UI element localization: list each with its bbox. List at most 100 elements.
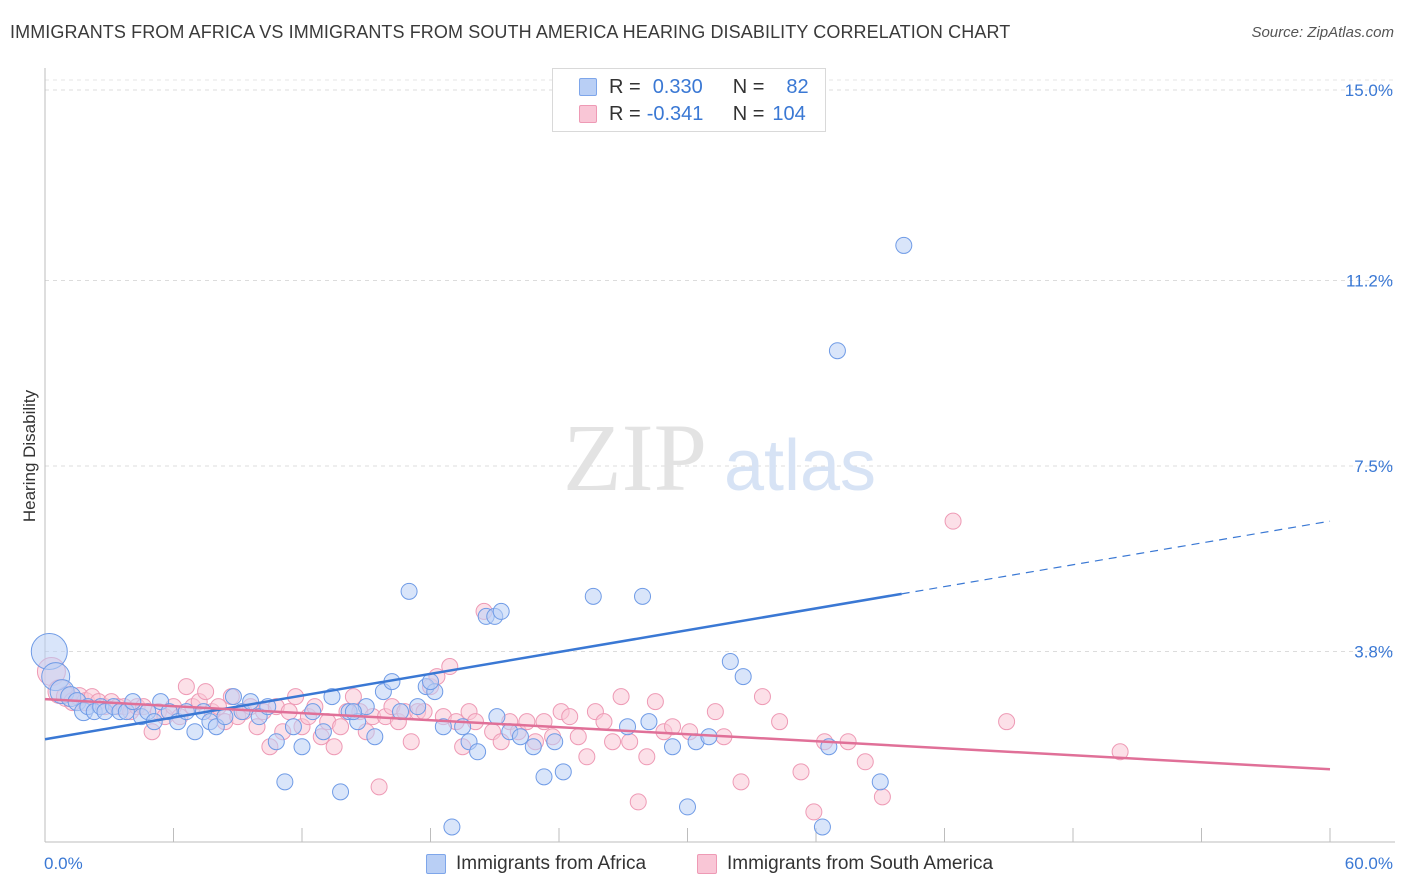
- south-america-point-78: [578, 748, 596, 766]
- south-america-point-103: [1111, 743, 1129, 761]
- legend-r-label: R =: [609, 102, 641, 125]
- south-america-point-82: [612, 688, 630, 706]
- bottom-legend-swatch-africa: [426, 854, 446, 874]
- africa-point-47: [409, 698, 427, 716]
- south-america-point-23: [197, 683, 215, 701]
- south-america-point-71: [518, 713, 536, 731]
- africa-point-38: [332, 783, 350, 801]
- y-tick-label-1: 7.5%: [1354, 457, 1393, 476]
- south-america-point-96: [805, 803, 823, 821]
- south-america-point-94: [771, 713, 789, 731]
- trend-lines: [44, 520, 1331, 771]
- africa-point-66: [634, 587, 652, 605]
- africa-point-63: [554, 763, 572, 781]
- africa-point-26: [224, 688, 242, 706]
- africa-point-78: [895, 236, 913, 254]
- south-america-point-88: [664, 718, 682, 736]
- south-america-point-76: [561, 708, 579, 726]
- south-america-point-43: [325, 738, 343, 756]
- africa-point-62: [546, 733, 564, 751]
- legend-r-value-africa: 0.330: [652, 75, 703, 98]
- y-tick-label-2: 11.2%: [1346, 272, 1393, 291]
- africa-point-51: [443, 818, 461, 836]
- south-america-point-99: [856, 753, 874, 771]
- africa-point-13: [124, 693, 142, 711]
- bottom-legend-label-africa: Immigrants from Africa: [456, 853, 647, 874]
- legend-r-label: R =: [609, 75, 641, 98]
- south-america-point-83: [621, 733, 639, 751]
- y-tick-label-3: 15.0%: [1345, 81, 1393, 100]
- legend-swatch-south-america: [579, 105, 597, 123]
- x-tick-label-min: 0.0%: [44, 854, 83, 873]
- africa-point-61: [535, 768, 553, 786]
- bottom-legend-swatch-south-america: [697, 854, 717, 874]
- legend-swatch-africa: [579, 78, 597, 96]
- africa-point-60: [524, 738, 542, 756]
- trend-line-south-america: [44, 697, 1331, 771]
- south-america-point-55: [402, 733, 420, 751]
- south-america-point-50: [370, 778, 388, 796]
- africa-point-59: [511, 728, 529, 746]
- africa-point-32: [276, 773, 294, 791]
- africa-point-69: [679, 798, 696, 816]
- south-america-point-85: [638, 748, 656, 766]
- source-credit: Source: ZipAtlas.com: [1251, 24, 1394, 41]
- africa-point-25: [216, 708, 234, 726]
- south-america-point-102: [998, 713, 1016, 731]
- watermark-atlas: atlas: [724, 426, 876, 506]
- africa-point-72: [721, 653, 739, 671]
- watermark: ZIP atlas: [563, 404, 876, 511]
- africa-point-21: [186, 723, 204, 741]
- africa-point-34: [293, 738, 311, 756]
- south-america-point-101: [944, 512, 962, 530]
- series-south-america-points: [36, 512, 1129, 821]
- africa-point-68: [664, 738, 682, 756]
- correlation-legend: R = 0.330 N = 82 R = -0.341 N = 104: [552, 68, 826, 132]
- africa-point-37: [323, 688, 341, 706]
- south-america-point-81: [604, 733, 622, 751]
- legend-n-label: N =: [732, 75, 765, 98]
- africa-point-74: [813, 818, 831, 836]
- trend-line-africa: [44, 592, 902, 741]
- south-america-point-44: [332, 718, 350, 736]
- south-america-point-95: [792, 763, 810, 781]
- bottom-legend-label-south-america: Immigrants from South America: [727, 853, 994, 874]
- south-america-point-100: [873, 788, 891, 806]
- legend-n-value-africa: 82: [786, 75, 809, 98]
- axes: [44, 68, 1395, 843]
- africa-point-54: [469, 743, 487, 761]
- africa-point-67: [640, 713, 658, 731]
- africa-point-57: [492, 602, 510, 620]
- legend-n-value-south-america: 104: [772, 102, 806, 125]
- africa-point-77: [871, 773, 889, 791]
- south-america-point-90: [706, 703, 724, 721]
- africa-point-33: [284, 718, 302, 736]
- legend-n-label: N =: [732, 102, 765, 125]
- x-tick-label-max: 60.0%: [1345, 854, 1393, 873]
- tick-labels: 3.8% 7.5% 11.2% 15.0% 0.0% 60.0%: [44, 81, 1393, 873]
- legend-row-africa: R = 0.330 N = 82: [553, 74, 809, 100]
- africa-point-28: [242, 693, 260, 711]
- africa-point-64: [584, 587, 602, 605]
- legend-row-south-america: R = -0.341 N = 104: [553, 101, 806, 127]
- south-america-point-20: [177, 678, 195, 696]
- y-axis-label: Hearing Disability: [20, 389, 39, 523]
- watermark-zip: ZIP: [563, 404, 707, 511]
- legend-r-value-south-america: -0.341: [646, 102, 704, 125]
- south-america-point-93: [753, 688, 771, 706]
- africa-point-35: [304, 703, 322, 721]
- africa-point-50: [434, 718, 452, 736]
- y-tick-label-0: 3.8%: [1354, 643, 1393, 662]
- series-africa-points: [30, 236, 913, 836]
- chart-title: IMMIGRANTS FROM AFRICA VS IMMIGRANTS FRO…: [10, 22, 1011, 42]
- africa-point-42: [366, 728, 384, 746]
- gridlines: [45, 79, 1395, 652]
- south-america-point-84: [629, 793, 647, 811]
- africa-point-76: [828, 342, 846, 360]
- south-america-point-77: [569, 728, 587, 746]
- bottom-legend-south-america: Immigrants from South America: [697, 852, 993, 876]
- africa-point-31: [267, 733, 285, 751]
- south-america-point-80: [595, 713, 613, 731]
- africa-point-73: [734, 668, 752, 686]
